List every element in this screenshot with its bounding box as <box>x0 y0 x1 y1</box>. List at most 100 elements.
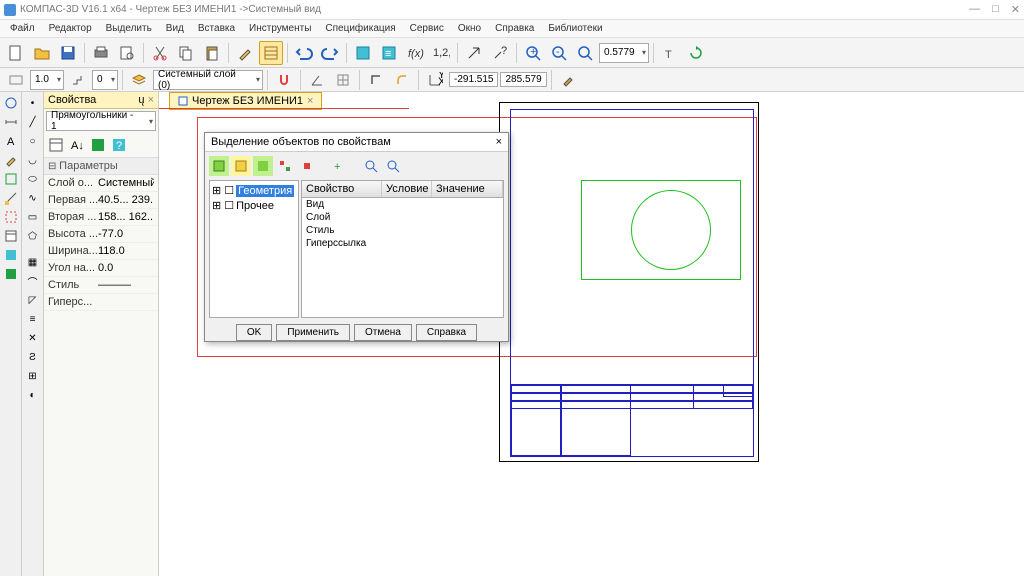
vt-dim-icon[interactable] <box>2 113 20 131</box>
close-button[interactable]: ✕ <box>1011 3 1020 16</box>
apply-button[interactable]: Применить <box>276 324 350 341</box>
vt2-c-icon[interactable]: ◐ <box>24 386 42 404</box>
ortho-button[interactable] <box>364 68 388 92</box>
vt2-arc-icon[interactable]: ◡ <box>24 151 42 169</box>
menu-service[interactable]: Сервис <box>404 21 450 36</box>
vt2-x-icon[interactable]: ✕ <box>24 329 42 347</box>
menu-window[interactable]: Окно <box>452 21 487 36</box>
canvas[interactable]: Чертеж БЕЗ ИМЕНИ1 × <box>159 92 1024 576</box>
col-prop[interactable]: Свойство <box>302 181 382 197</box>
vars-button[interactable]: ≡ <box>377 41 401 65</box>
dialog-table[interactable]: Свойство Условие Значение ВидСлойСтильГи… <box>301 180 504 318</box>
zoom-out-button[interactable]: - <box>547 41 571 65</box>
brush-button[interactable] <box>233 41 257 65</box>
menu-libs[interactable]: Библиотеки <box>542 21 608 36</box>
di-3[interactable] <box>253 156 273 176</box>
prop-row[interactable]: Вторая ...158... 162... <box>44 209 158 226</box>
di-5[interactable] <box>297 156 317 176</box>
di-zoom1[interactable] <box>361 156 381 176</box>
round-button[interactable] <box>390 68 414 92</box>
coord-button[interactable]: YX <box>423 68 447 92</box>
prop-row[interactable]: Первая ...40.5... 239... <box>44 192 158 209</box>
panel-pin-icon[interactable]: ų <box>138 94 144 106</box>
copy-button[interactable] <box>174 41 198 65</box>
vt-spec-icon[interactable] <box>2 227 20 245</box>
vt2-eq-icon[interactable]: ≡ <box>24 310 42 328</box>
help-arrow-button[interactable]: ? <box>488 41 512 65</box>
tb2-step[interactable] <box>66 68 90 92</box>
dialog-tree[interactable]: ⊞ ☐ Геометрия ⊞ ☐ Прочее <box>209 180 299 318</box>
table-row[interactable]: Стиль <box>302 224 503 237</box>
zoom-window-button[interactable] <box>573 41 597 65</box>
table-row[interactable]: Вид <box>302 198 503 211</box>
zoom-in-button[interactable]: + <box>521 41 545 65</box>
menu-spec[interactable]: Спецификация <box>319 21 401 36</box>
vt-sel-icon[interactable] <box>2 208 20 226</box>
prop-row[interactable]: Слой о...Системный с... <box>44 175 158 192</box>
vt2-circle-icon[interactable]: ○ <box>24 132 42 150</box>
refresh-button[interactable] <box>684 41 708 65</box>
vt2-line-icon[interactable]: ╱ <box>24 113 42 131</box>
text-button[interactable]: T <box>658 41 682 65</box>
manager-button[interactable] <box>351 41 375 65</box>
menu-edit[interactable]: Редактор <box>43 21 98 36</box>
pi-help-icon[interactable]: ? <box>109 135 129 155</box>
brush2-button[interactable] <box>556 68 580 92</box>
di-2[interactable] <box>231 156 251 176</box>
table-row[interactable]: Гиперссылка <box>302 237 503 250</box>
arrow-button[interactable] <box>462 41 486 65</box>
di-zoom2[interactable] <box>383 156 403 176</box>
maximize-button[interactable]: □ <box>992 3 999 16</box>
tb2-1[interactable] <box>4 68 28 92</box>
vt-edit-icon[interactable] <box>2 151 20 169</box>
col-val[interactable]: Значение <box>432 181 503 197</box>
prop-row[interactable]: Угол на...0.0 <box>44 260 158 277</box>
help-button[interactable]: Справка <box>416 324 477 341</box>
di-add[interactable]: + <box>329 156 349 176</box>
vt2-spline-icon[interactable]: ∿ <box>24 189 42 207</box>
vt2-b-icon[interactable]: ⊞ <box>24 367 42 385</box>
snap-button[interactable] <box>272 68 296 92</box>
di-4[interactable] <box>275 156 295 176</box>
grid-button[interactable] <box>331 68 355 92</box>
redo-button[interactable] <box>318 41 342 65</box>
vt2-point-icon[interactable]: • <box>24 94 42 112</box>
menu-select[interactable]: Выделить <box>100 21 158 36</box>
pi-filter-icon[interactable] <box>88 135 108 155</box>
preview-button[interactable] <box>115 41 139 65</box>
tree-node-geom[interactable]: ⊞ ☐ Геометрия <box>212 183 296 198</box>
layers-button[interactable] <box>127 68 151 92</box>
offset-combo[interactable]: 0 <box>92 70 118 90</box>
vt-text-icon[interactable]: A <box>2 132 20 150</box>
print-button[interactable] <box>89 41 113 65</box>
scale-combo[interactable]: 1.0 <box>30 70 64 90</box>
menu-tools[interactable]: Инструменты <box>243 21 317 36</box>
table-row[interactable]: Слой <box>302 211 503 224</box>
col-cond[interactable]: Условие <box>382 181 432 197</box>
selected-circle[interactable] <box>631 190 711 270</box>
vt2-chamfer-icon[interactable]: ◸ <box>24 291 42 309</box>
vt-param-icon[interactable] <box>2 170 20 188</box>
tab-close-button[interactable]: × <box>307 95 313 107</box>
vt2-poly-icon[interactable]: ⬠ <box>24 227 42 245</box>
angle-button[interactable] <box>305 68 329 92</box>
cancel-button[interactable]: Отмена <box>354 324 412 341</box>
shape-combo[interactable]: Прямоугольники - 1 <box>46 111 156 131</box>
undo-button[interactable] <box>292 41 316 65</box>
menu-insert[interactable]: Вставка <box>192 21 241 36</box>
ok-button[interactable]: OK <box>236 324 272 341</box>
save-button[interactable] <box>56 41 80 65</box>
menu-view[interactable]: Вид <box>160 21 190 36</box>
di-1[interactable] <box>209 156 229 176</box>
new-button[interactable] <box>4 41 28 65</box>
open-button[interactable] <box>30 41 54 65</box>
prop-row[interactable]: Гиперс... <box>44 294 158 311</box>
cut-button[interactable] <box>148 41 172 65</box>
vt2-ellipse-icon[interactable]: ⬭ <box>24 170 42 188</box>
menu-help[interactable]: Справка <box>489 21 540 36</box>
vt-meas-icon[interactable] <box>2 189 20 207</box>
prop-row[interactable]: Стиль——— <box>44 277 158 294</box>
vt2-hatch-icon[interactable]: ▦ <box>24 253 42 271</box>
pi-list-icon[interactable] <box>46 135 66 155</box>
paste-button[interactable] <box>200 41 224 65</box>
